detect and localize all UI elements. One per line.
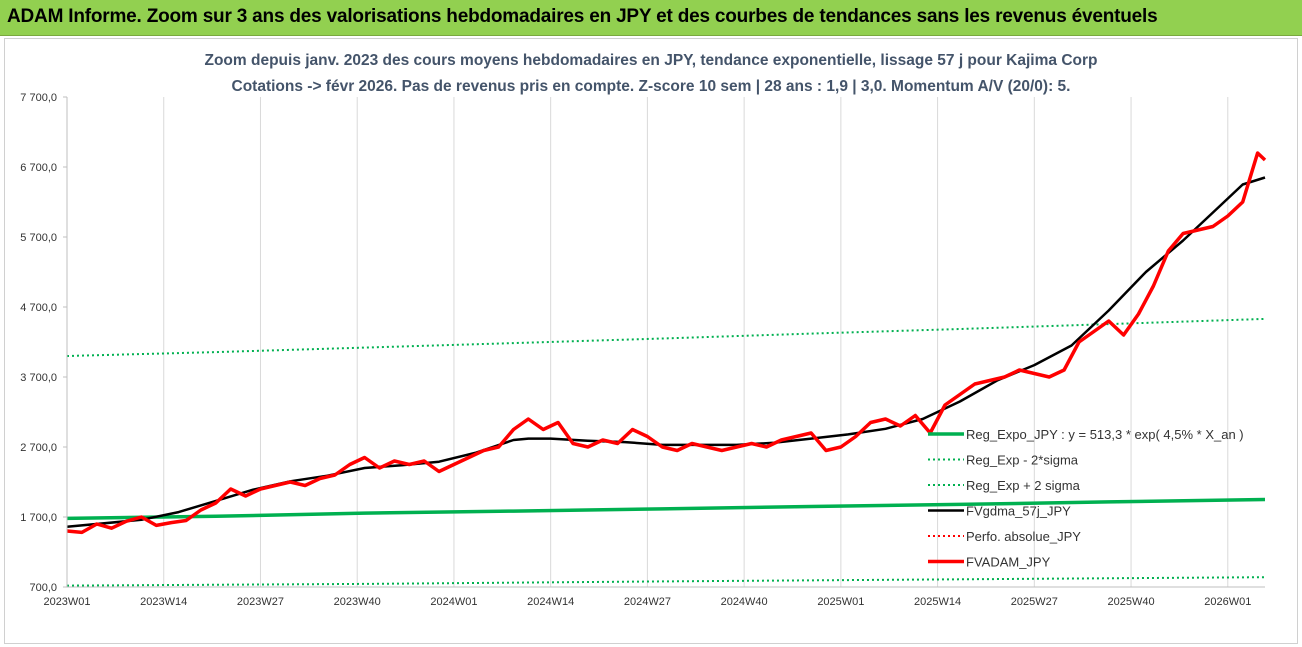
x-tick-label: 2024W14 xyxy=(527,596,574,608)
legend-label-5: FVADAM_JPY xyxy=(966,555,1051,570)
chart-subtitle: Cotations -> févr 2026. Pas de revenus p… xyxy=(231,78,1071,95)
x-tick-label: 2025W27 xyxy=(1011,596,1058,608)
legend-label-2: Reg_Exp + 2 sigma xyxy=(966,478,1081,493)
series-line-0 xyxy=(66,497,1266,521)
x-tick-label: 2024W40 xyxy=(721,596,768,608)
report-banner: ADAM Informe. Zoom sur 3 ans des valoris… xyxy=(0,0,1302,36)
x-tick-label: 2023W27 xyxy=(237,596,284,608)
chart-title: Zoom depuis janv. 2023 des cours moyens … xyxy=(204,52,1098,69)
chart-frame xyxy=(4,38,1298,644)
x-tick-label: 2024W27 xyxy=(624,596,671,608)
y-tick-label: 700,0 xyxy=(29,582,57,594)
y-tick-label: 4 700,0 xyxy=(20,302,57,314)
x-tick-label: 2023W14 xyxy=(140,596,187,608)
x-tick-label: 2025W01 xyxy=(817,596,864,608)
axes: 2023W01 2023W14 2023W27 2023W40 2024W01 2024W… xyxy=(20,92,1265,608)
series-line-5 xyxy=(66,151,1267,535)
x-tick-label: 2023W01 xyxy=(43,596,90,608)
legend-label-4: Perfo. absolue_JPY xyxy=(966,529,1081,544)
legend: Reg_Expo_JPY : y = 513,3 * exp( 4,5% * X… xyxy=(928,427,1244,570)
x-tick-label: 2024W01 xyxy=(430,596,477,608)
x-tick-label: 2023W40 xyxy=(334,596,381,608)
y-tick-label: 5 700,0 xyxy=(20,232,57,244)
x-tick-label: 2026W01 xyxy=(1204,596,1251,608)
legend-label-1: Reg_Exp - 2*sigma xyxy=(966,453,1079,468)
report-title: ADAM Informe. Zoom sur 3 ans des valoris… xyxy=(7,6,1158,27)
legend-label-3: FVgdma_57j_JPY xyxy=(966,504,1071,519)
x-tick-label: 2025W14 xyxy=(914,596,961,608)
y-tick-label: 3 700,0 xyxy=(20,372,57,384)
series-line-1 xyxy=(66,576,1266,587)
x-tick-label: 2025W40 xyxy=(1108,596,1155,608)
series-line-2 xyxy=(66,317,1266,357)
y-tick-label: 7 700,0 xyxy=(20,92,57,104)
legend-label-0: Reg_Expo_JPY : y = 513,3 * exp( 4,5% * X… xyxy=(966,427,1244,442)
y-tick-label: 1 700,0 xyxy=(20,512,57,524)
y-tick-label: 2 700,0 xyxy=(20,442,57,454)
y-tick-label: 6 700,0 xyxy=(20,162,57,174)
series-line-3 xyxy=(66,176,1266,529)
series-layer xyxy=(66,151,1267,587)
